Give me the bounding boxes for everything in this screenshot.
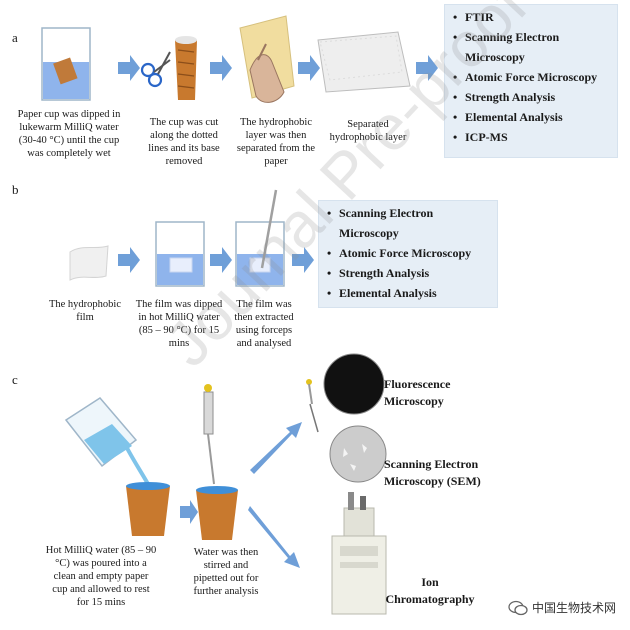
analysis-item: FTIR xyxy=(453,7,609,27)
source-badge: 中国生物技术网 xyxy=(508,599,616,616)
analyses-box-b: Scanning Electron Microscopy Atomic Forc… xyxy=(318,200,498,308)
analysis-item: Scanning Electron Microscopy xyxy=(327,203,489,243)
panel-c-label: c xyxy=(12,372,18,387)
panel-a-label: a xyxy=(12,30,18,45)
analysis-item: Strength Analysis xyxy=(327,263,489,283)
fluorescence-disc-icon xyxy=(323,353,385,415)
analysis-item: Scanning Electron Microscopy xyxy=(453,27,609,67)
paper-cup-with-water-icon xyxy=(126,482,170,536)
arrows-c xyxy=(180,422,302,568)
analysis-item: Atomic Force Microscopy xyxy=(453,67,609,87)
pipette-and-cup-icon xyxy=(196,384,238,540)
analysis-item: Elemental Analysis xyxy=(327,283,489,303)
wechat-icon xyxy=(508,600,528,615)
method-sem-label: Scanning Electron Microscopy (SEM) xyxy=(384,457,481,488)
caption-b2: The film was dipped in hot MilliQ water … xyxy=(135,299,223,349)
beaker-with-film-icon xyxy=(155,221,205,287)
hydrophobic-film-icon xyxy=(69,245,109,281)
caption-c1: Hot MilliQ water (85 – 90 °C) was poured… xyxy=(45,545,157,608)
sem-disc-icon xyxy=(329,425,387,483)
caption-a2: The cup was cut along the dotted lines a… xyxy=(148,117,220,167)
badge-text: 中国生物技术网 xyxy=(531,601,616,615)
separated-layer-icon xyxy=(317,31,411,93)
analysis-item: ICP-MS xyxy=(453,127,609,147)
caption-a3: The hydrophobic layer was then separated… xyxy=(236,117,316,167)
panel-b-label: b xyxy=(12,182,19,197)
ion-chromatograph-icon xyxy=(331,492,387,615)
beaker-with-paper-cup-icon xyxy=(41,27,91,101)
analyses-box-a: FTIR Scanning Electron Microscopy Atomic… xyxy=(444,4,618,158)
analysis-item: Atomic Force Microscopy xyxy=(327,243,489,263)
beaker-with-forceps-icon xyxy=(235,189,285,287)
analysis-item: Elemental Analysis xyxy=(453,107,609,127)
method-fluorescence-label: Fluorescence Microscopy xyxy=(384,377,451,408)
analysis-item: Strength Analysis xyxy=(453,87,609,107)
caption-a1: Paper cup was dipped in lukewarm MilliQ … xyxy=(17,109,121,159)
caption-c2: Water was then stirred and pipetted out … xyxy=(193,547,259,597)
pouring-beaker-icon xyxy=(64,397,150,485)
caption-b1: The hydrophobic film xyxy=(48,299,122,323)
hand-peeling-layer-icon xyxy=(239,15,295,103)
method-ion-chromatography-label: Ion Chromatography xyxy=(385,575,475,606)
arrows-a xyxy=(118,55,438,81)
arrows-b xyxy=(118,247,314,273)
scissors-and-cut-cup-icon xyxy=(140,36,197,100)
caption-a4: Separated hydrophobic layer xyxy=(329,119,407,143)
small-pipette-icon xyxy=(306,379,319,433)
caption-b3: The film was then extracted using forcep… xyxy=(234,299,294,349)
